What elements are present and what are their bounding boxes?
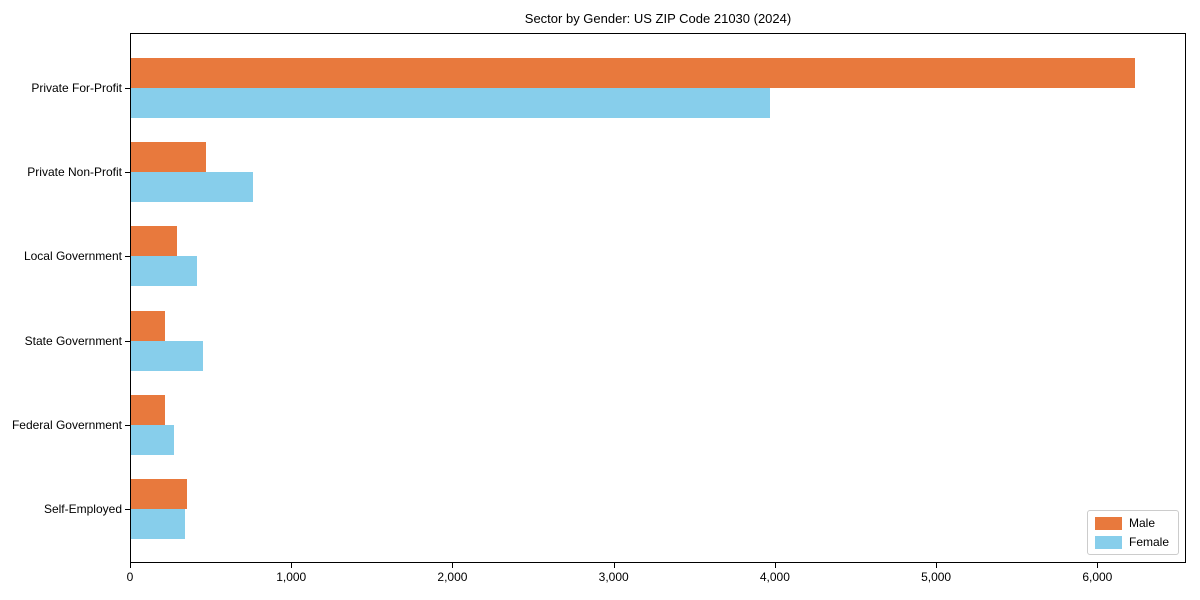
bar-federal-government-female — [131, 424, 174, 455]
bar-private-for-profit-female — [131, 88, 770, 118]
bar-local-government-male — [131, 226, 177, 257]
legend-label-female: Female — [1128, 535, 1169, 549]
legend-swatch-male — [1094, 516, 1122, 530]
legend-entry-male: Male — [1094, 516, 1169, 530]
chart-title: Sector by Gender: US ZIP Code 21030 (202… — [524, 11, 792, 26]
legend-entry-female: Female — [1094, 535, 1169, 549]
bar-private-for-profit-male — [131, 58, 1136, 88]
y-tick-label-private-for-profit: Private For-Profit — [31, 81, 122, 95]
x-tick-mark-2-000 — [452, 563, 454, 568]
x-tick-mark-3-000 — [613, 563, 615, 568]
x-tick-mark-1-000 — [291, 563, 293, 568]
bar-self-employed-female — [131, 509, 185, 539]
y-tick-mark-local-government — [125, 256, 130, 258]
y-tick-mark-private-for-profit — [125, 88, 130, 89]
bar-private-non-profit-female — [131, 172, 254, 203]
bar-self-employed-male — [131, 479, 188, 509]
y-tick-label-local-government: Local Government — [23, 249, 122, 264]
legend: Male Female — [1086, 510, 1179, 555]
x-tick-mark-5-000 — [936, 563, 938, 568]
x-tick-label-2-000: 2,000 — [437, 570, 468, 584]
plot-area: Male Female — [130, 33, 1186, 563]
y-tick-mark-private-non-profit — [125, 172, 130, 174]
bar-private-non-profit-male — [131, 142, 206, 173]
y-tick-label-private-non-profit: Private Non-Profit — [27, 165, 122, 180]
x-tick-mark-6-000 — [1097, 563, 1099, 568]
x-tick-label-5-000: 5,000 — [921, 570, 952, 584]
y-tick-label-federal-government: Federal Government — [11, 417, 122, 432]
x-tick-label-0: 0 — [126, 570, 134, 584]
bar-state-government-female — [131, 340, 203, 371]
x-tick-label-1-000: 1,000 — [276, 570, 307, 584]
x-tick-label-6-000: 6,000 — [1082, 570, 1113, 584]
bar-state-government-male — [131, 310, 165, 341]
x-tick-mark-4-000 — [774, 563, 776, 568]
y-tick-mark-federal-government — [125, 424, 130, 426]
y-tick-mark-state-government — [125, 340, 130, 342]
y-tick-label-self-employed: Self-Employed — [43, 502, 122, 516]
x-tick-label-4-000: 4,000 — [759, 570, 790, 584]
legend-label-male: Male — [1128, 516, 1155, 530]
y-tick-label-state-government: State Government — [24, 333, 122, 348]
x-tick-mark-0 — [130, 563, 131, 568]
bar-local-government-female — [131, 256, 197, 287]
y-tick-mark-self-employed — [125, 509, 130, 510]
x-tick-label-3-000: 3,000 — [598, 570, 629, 584]
legend-swatch-female — [1094, 535, 1122, 549]
bar-federal-government-male — [131, 394, 165, 425]
